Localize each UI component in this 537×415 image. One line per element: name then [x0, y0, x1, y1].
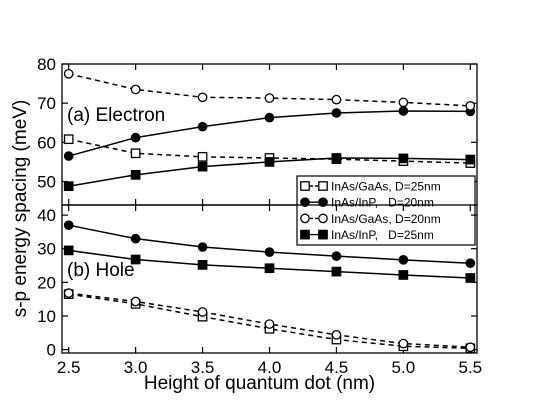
data-point [197, 242, 208, 252]
data-point [398, 254, 409, 265]
data-point [465, 258, 476, 269]
panel-hole: 0 10 20 30 40 2.5 3.0 3.5 4.0 4.5 5.0 5.5 (b) Hole [37, 204, 482, 377]
data-point [63, 151, 74, 161]
legend-label: InAs/GaAs, D=20nm [331, 212, 441, 226]
legend-marker [318, 213, 328, 224]
data-point [130, 84, 141, 95]
data-point [63, 134, 74, 145]
data-point [398, 97, 409, 108]
data-point [331, 108, 342, 118]
legend-marker [300, 181, 310, 191]
y-tick-label: 10 [37, 307, 56, 326]
legend-label: InAs/InP, D=25nm [331, 228, 434, 242]
data-point [197, 260, 208, 270]
data-point [331, 329, 342, 340]
legend: InAs/GaAs, D=25nm InAs/InP, D=20nm InAs/Ga… [296, 175, 476, 246]
x-tick-label: 4.5 [325, 358, 349, 377]
legend-marker [300, 229, 310, 240]
data-point [130, 132, 141, 143]
data-point [63, 245, 74, 256]
y-tick-label: 40 [37, 206, 56, 225]
x-axis-title: Height of quantum dot (nm) [144, 373, 375, 394]
data-point [130, 169, 141, 180]
data-point [63, 288, 74, 298]
data-point [465, 101, 476, 111]
data-point [331, 251, 342, 261]
legend-marker [300, 197, 310, 208]
legend-label: InAs/GaAs, D=25nm [331, 180, 441, 194]
data-point [465, 273, 476, 283]
data-point [398, 338, 409, 349]
data-point [197, 161, 208, 172]
legend-marker [318, 197, 328, 208]
data-point [197, 121, 208, 132]
data-point [197, 151, 208, 162]
y-tick-label: 20 [37, 273, 56, 292]
data-point [398, 153, 409, 164]
x-tick-label: 5.0 [392, 358, 416, 377]
x-tick-label: 2.5 [57, 358, 81, 377]
data-point [331, 94, 342, 105]
data-point [130, 254, 141, 265]
data-point [331, 266, 342, 277]
y-tick-label: 0 [47, 341, 56, 360]
data-point [130, 296, 141, 307]
data-point [264, 247, 275, 257]
data-point [264, 263, 275, 274]
y-tick-label: 70 [37, 94, 56, 113]
y-tick-label: 60 [37, 133, 56, 152]
x-tick-label: 3.5 [191, 358, 215, 377]
x-tick-label: 4.0 [258, 358, 282, 377]
data-point [130, 148, 141, 159]
data-point [264, 157, 275, 167]
legend-marker [300, 213, 310, 224]
data-point [264, 93, 275, 103]
data-point [264, 319, 275, 329]
data-point [130, 233, 141, 244]
data-point [398, 270, 409, 280]
legend-label: InAs/InP, D=20nm [331, 196, 434, 210]
data-point [63, 68, 74, 79]
data-point [264, 112, 275, 123]
y-tick-label: 30 [37, 240, 56, 259]
legend-marker [318, 181, 328, 191]
y-tick-label: 80 [37, 55, 56, 74]
data-point [63, 220, 74, 231]
x-tick-label: 5.5 [458, 358, 482, 377]
data-point [465, 154, 476, 165]
y-tick-label: 50 [37, 173, 56, 192]
x-tick-label: 3.0 [124, 358, 148, 377]
data-point [63, 181, 74, 192]
data-point [398, 106, 409, 116]
y-axis-title: s-p energy spacing (meV) [10, 100, 31, 318]
panel-label: (a) Electron [67, 105, 165, 126]
data-point [197, 307, 208, 317]
data-point [465, 342, 476, 353]
data-point [197, 92, 208, 103]
legend-marker [318, 229, 328, 240]
data-point [331, 153, 342, 163]
panel-label: (b) Hole [67, 260, 135, 281]
